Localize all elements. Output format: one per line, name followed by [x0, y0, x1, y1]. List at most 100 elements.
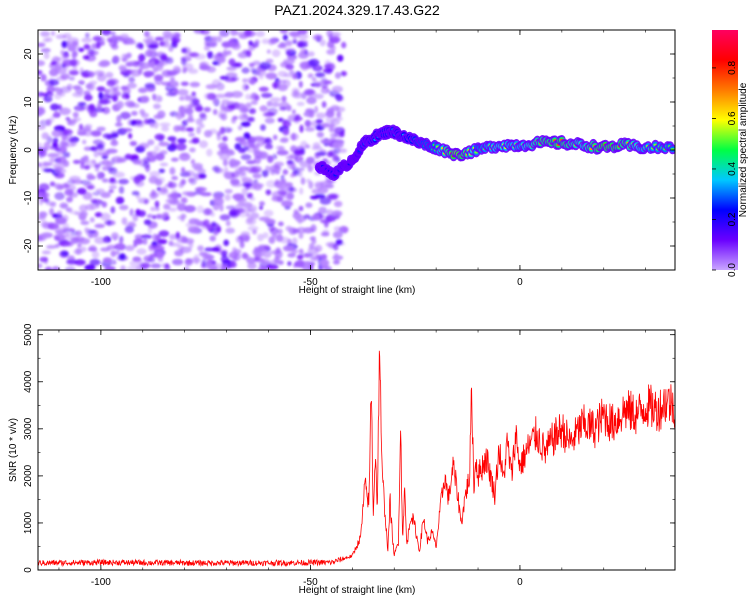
noise-cell	[261, 170, 269, 178]
noise-cell	[167, 181, 177, 189]
noise-cell	[59, 202, 69, 209]
noise-cell	[303, 260, 312, 268]
noise-cell	[119, 111, 131, 120]
noise-cell	[280, 137, 289, 143]
noise-cell	[211, 247, 220, 252]
noise-cell	[246, 216, 254, 224]
noise-cell	[203, 45, 211, 51]
noise-cell	[59, 107, 71, 116]
noise-cell	[162, 211, 169, 217]
noise-cell	[297, 30, 308, 35]
noise-cell	[311, 252, 320, 260]
noise-cell	[89, 217, 95, 223]
noise-cell	[189, 147, 196, 153]
noise-cell	[224, 91, 234, 98]
noise-cell	[216, 133, 222, 141]
noise-cell	[98, 71, 104, 78]
noise-cell	[242, 182, 253, 188]
y-tick-label: 20	[23, 48, 34, 60]
noise-cell	[185, 118, 195, 123]
noise-cell	[235, 235, 244, 244]
noise-cell	[129, 208, 134, 217]
noise-cell	[310, 224, 317, 233]
noise-cell	[172, 258, 184, 266]
noise-cell	[224, 194, 231, 201]
noise-cell	[40, 73, 47, 82]
noise-cell	[326, 151, 335, 158]
noise-cell	[66, 259, 78, 265]
noise-cell	[314, 244, 323, 252]
noise-cell	[64, 189, 73, 196]
noise-cell	[188, 132, 196, 137]
noise-cell	[250, 100, 258, 105]
noise-cell	[307, 51, 315, 57]
noise-cell	[103, 88, 111, 94]
noise-cell	[279, 106, 288, 111]
noise-cell	[264, 117, 275, 124]
noise-cell	[115, 250, 120, 256]
noise-cell	[276, 181, 287, 190]
noise-cell	[314, 80, 322, 88]
noise-cell	[320, 87, 330, 94]
colorbar-tick-label: 0.6	[727, 111, 738, 125]
noise-cell	[115, 196, 125, 205]
noise-cell	[222, 50, 229, 58]
noise-cell	[257, 151, 269, 160]
noise-cell	[179, 153, 191, 161]
noise-cell	[126, 266, 139, 270]
noise-cell	[133, 241, 138, 248]
noise-cell	[325, 214, 337, 222]
y-tick-label: 0	[23, 567, 34, 573]
noise-cell	[101, 178, 109, 183]
noise-cell	[66, 196, 73, 203]
noise-cell	[83, 44, 91, 50]
noise-cell	[83, 146, 92, 151]
noise-cell	[132, 119, 143, 125]
noise-cell	[118, 235, 124, 244]
noise-cell	[91, 159, 96, 164]
noise-cell	[102, 257, 113, 264]
noise-cell	[105, 71, 114, 79]
noise-cell	[143, 118, 149, 125]
noise-cell	[162, 40, 170, 48]
noise-cell	[194, 53, 206, 60]
noise-cell	[214, 93, 227, 99]
noise-cell	[250, 212, 260, 219]
noise-cell	[115, 122, 123, 127]
noise-cell	[118, 186, 125, 194]
noise-cell	[222, 159, 228, 167]
chart-title: PAZ1.2024.329.17.43.G22	[274, 2, 440, 18]
noise-cell	[118, 37, 127, 42]
noise-cell	[267, 155, 274, 164]
noise-cell	[212, 60, 219, 66]
noise-cell	[128, 133, 133, 139]
noise-cell	[116, 157, 127, 163]
noise-cell	[58, 183, 71, 189]
noise-cell	[87, 184, 96, 190]
noise-cell	[248, 142, 256, 148]
noise-cell	[170, 140, 177, 148]
noise-cell	[240, 231, 251, 237]
noise-cell	[127, 221, 136, 227]
noise-cell	[216, 225, 222, 233]
noise-cell	[118, 66, 127, 72]
noise-cell	[171, 41, 178, 48]
noise-cell	[161, 81, 171, 86]
noise-cell	[333, 260, 340, 265]
noise-cell	[331, 210, 343, 217]
noise-cell	[321, 83, 328, 89]
noise-cell	[252, 173, 262, 179]
noise-cell	[81, 156, 89, 165]
snr-x-label: Height of straight line (km)	[299, 585, 416, 596]
noise-cell	[50, 103, 60, 111]
noise-cell	[283, 73, 295, 78]
noise-cell	[311, 188, 320, 194]
noise-cell	[74, 259, 86, 266]
noise-cell	[260, 258, 270, 265]
noise-cell	[282, 119, 292, 128]
noise-cell	[219, 203, 224, 212]
noise-cell	[38, 147, 44, 155]
noise-cell	[49, 208, 55, 216]
noise-cell	[211, 36, 217, 42]
noise-cell	[42, 192, 50, 199]
